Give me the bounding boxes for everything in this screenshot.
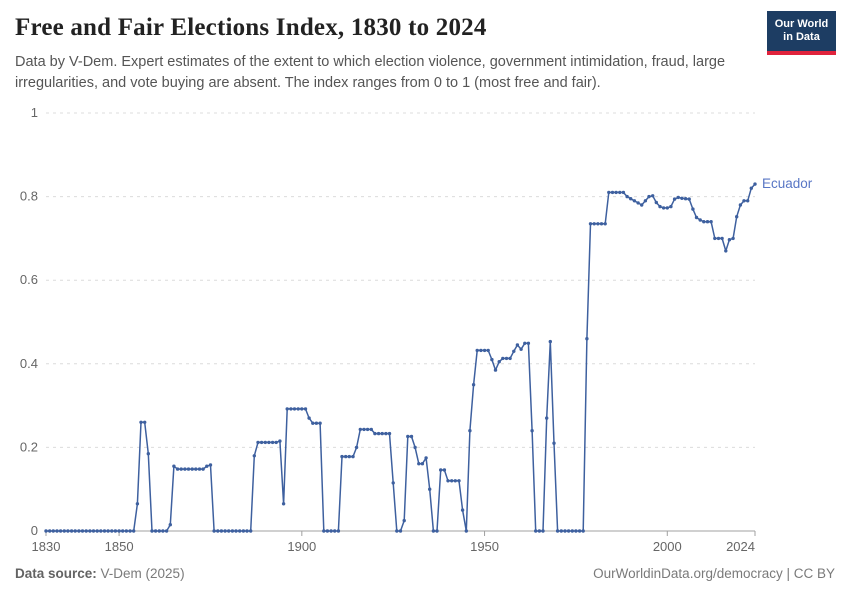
- owid-logo-line1: Our World: [774, 18, 829, 30]
- svg-text:1950: 1950: [470, 539, 499, 554]
- chart-footer: Data source: V-Dem (2025) OurWorldinData…: [15, 566, 835, 581]
- svg-text:1830: 1830: [32, 539, 61, 554]
- svg-text:0.6: 0.6: [20, 272, 38, 287]
- chart-canvas[interactable]: 0 0.2 0.4 0.6 0.8 1 1830 1850 1900 1950 2000 2024 Ec…: [0, 100, 850, 560]
- svg-text:0.4: 0.4: [20, 356, 38, 371]
- owid-logo-line2: in Data: [783, 31, 820, 43]
- svg-text:1850: 1850: [105, 539, 134, 554]
- svg-text:0: 0: [31, 523, 38, 538]
- svg-text:1900: 1900: [287, 539, 316, 554]
- svg-text:2000: 2000: [653, 539, 682, 554]
- line-chart[interactable]: 0 0.2 0.4 0.6 0.8 1 1830 1850 1900 1950 2000 2024 Ec…: [0, 100, 850, 560]
- credit-text: OurWorldinData.org/democracy | CC BY: [593, 566, 835, 581]
- data-source-value: V-Dem (2025): [96, 566, 185, 581]
- data-source-label: Data source:: [15, 566, 97, 581]
- owid-logo: Our World in Data: [767, 11, 836, 55]
- svg-text:0.8: 0.8: [20, 189, 38, 204]
- chart-subtitle: Data by V-Dem. Expert estimates of the e…: [15, 54, 726, 91]
- svg-text:1: 1: [31, 105, 38, 120]
- entity-label: Ecuador: [762, 176, 813, 191]
- svg-text:2024: 2024: [726, 539, 755, 554]
- svg-text:0.2: 0.2: [20, 439, 38, 454]
- page-title: Free and Fair Elections Index, 1830 to 2…: [15, 14, 487, 41]
- data-source-note: Data source: V-Dem (2025): [15, 566, 185, 581]
- owid-logo-red-bar: [767, 51, 836, 55]
